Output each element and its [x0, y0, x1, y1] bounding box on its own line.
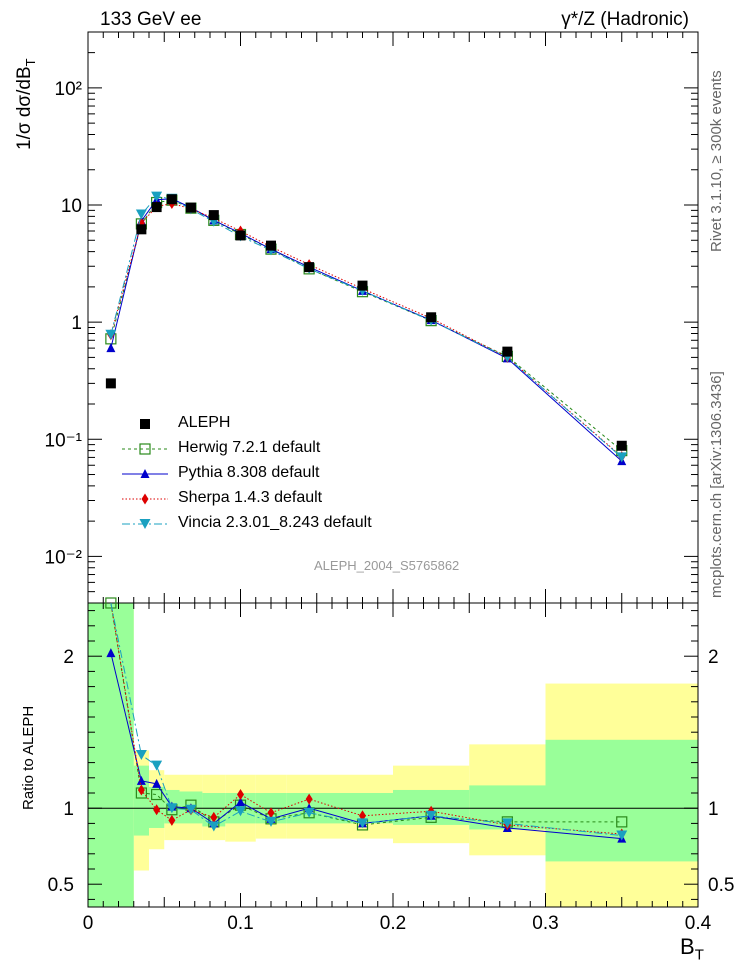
pythia-point	[106, 343, 116, 353]
green-band-bin	[545, 739, 698, 862]
pythia-ratio-point	[152, 778, 162, 788]
vincia-ratio-point	[501, 818, 513, 829]
legend-marker-herwig	[139, 443, 151, 455]
sherpa-ratio-point	[237, 789, 244, 801]
main-y-axis-label: 1/σ dσ/dBT	[14, 58, 38, 150]
ratio-y-tick-label-right: 0.5	[708, 875, 734, 896]
green-band-bin	[133, 765, 149, 836]
sherpa-ratio-point	[168, 814, 176, 826]
main-y-tick-label: 10⁻²	[45, 547, 83, 568]
x-tick-label: 0.2	[380, 913, 406, 934]
main-y-tick-label: 10	[61, 196, 82, 217]
data-point	[357, 280, 368, 291]
data-point	[235, 230, 246, 241]
vincia-ratio-point	[135, 750, 147, 760]
data-point	[266, 240, 276, 251]
pythia-ratio-point	[106, 648, 116, 658]
sherpa-ratio-point	[210, 811, 218, 823]
legend-label-vincia: Vincia 2.3.01_8.243 default	[178, 514, 372, 531]
data-point	[304, 262, 315, 273]
vincia-ratio-point	[303, 807, 315, 818]
x-tick-label: 0	[83, 913, 94, 934]
mcplots-label: mcplots.cern.ch [arXiv:1306.3436]	[708, 371, 725, 598]
herwig-ratio-point	[151, 788, 163, 801]
main-y-tick-label: 10⁻¹	[45, 430, 83, 451]
data-point	[151, 202, 162, 213]
vincia-point	[105, 329, 117, 340]
main-y-axis-label-sub: T	[22, 58, 38, 67]
main-y-tick-label: 10²	[55, 79, 82, 100]
vincia-ratio-point	[185, 804, 197, 815]
sherpa-ratio-point	[267, 807, 275, 819]
ratio-y-tick-label-right: 1	[708, 799, 719, 820]
legend-marker-data	[140, 419, 150, 429]
pythia-ratio-point	[236, 797, 245, 807]
vincia-ratio-point	[208, 821, 220, 832]
data-point	[166, 194, 177, 205]
data-point	[502, 346, 513, 357]
x-tick-label: 0.3	[532, 913, 558, 934]
legend-marker-sherpa	[141, 493, 149, 505]
ratio-y-tick-label-right: 2	[708, 647, 719, 668]
vincia-ratio-point	[357, 818, 368, 829]
vincia-ratio-point	[425, 810, 437, 821]
main-y-tick-label: 1	[71, 313, 82, 334]
vincia-ratio-point	[151, 760, 163, 771]
vincia-ratio-point	[166, 803, 178, 814]
data-point	[426, 312, 437, 323]
sherpa-ratio-point	[137, 784, 145, 796]
legend-label-herwig: Herwig 7.2.1 default	[178, 439, 321, 456]
legend-markers	[122, 419, 168, 529]
sherpa-ratio-point	[305, 793, 313, 805]
data-point	[136, 224, 147, 235]
x-axis-label: BT	[680, 934, 704, 963]
vincia-ratio-point	[265, 816, 277, 827]
ratio-y-axis-label: Ratio to ALEPH	[20, 705, 37, 810]
header-left-label: 133 GeV ee	[100, 9, 202, 30]
ratio-y-tick-label-left: 0.5	[48, 875, 74, 896]
herwig-ratio-point	[616, 816, 628, 828]
legend-marker-vincia	[139, 519, 151, 529]
vincia-point	[151, 191, 163, 202]
x-axis-label-sub: T	[694, 946, 704, 964]
legend-label-data: ALEPH	[178, 414, 231, 431]
data-point	[105, 378, 116, 389]
vincia-ratio-point	[616, 830, 628, 841]
data-point	[208, 210, 219, 221]
ratio-uncertainty-bands	[88, 603, 698, 907]
pythia-ratio-point	[136, 775, 146, 785]
rivet-version-label: Rivet 3.1.10, ≥ 300k events	[708, 70, 725, 252]
x-tick-label: 0.1	[227, 913, 253, 934]
header-right-label: γ*/Z (Hadronic)	[561, 9, 689, 30]
data-point	[185, 202, 196, 213]
vincia-ratio-point	[235, 806, 246, 817]
vincia-point	[616, 452, 628, 463]
legend-label-sherpa: Sherpa 1.4.3 default	[178, 489, 323, 506]
analysis-watermark: ALEPH_2004_S5765862	[314, 558, 460, 573]
sherpa-ratio-point	[153, 804, 161, 816]
data-point	[616, 440, 627, 451]
main-y-axis-label-text: 1/σ dσ/dB	[14, 66, 35, 150]
ratio-panel-series	[105, 597, 628, 843]
legend-marker-pythia	[140, 469, 150, 478]
legend-label-pythia: Pythia 8.308 default	[178, 464, 320, 481]
x-tick-label: 0.4	[685, 913, 712, 934]
main-panel-axes: 10⁻² 10⁻¹ 1 10 10²	[45, 31, 699, 604]
main-panel-series	[105, 191, 628, 466]
herwig-ratio-point	[105, 597, 117, 609]
vincia-point	[135, 209, 147, 220]
x-axis-label-text: B	[680, 934, 695, 959]
ratio-y-tick-label-left: 2	[63, 647, 74, 668]
ratio-y-tick-label-left: 1	[63, 799, 74, 820]
